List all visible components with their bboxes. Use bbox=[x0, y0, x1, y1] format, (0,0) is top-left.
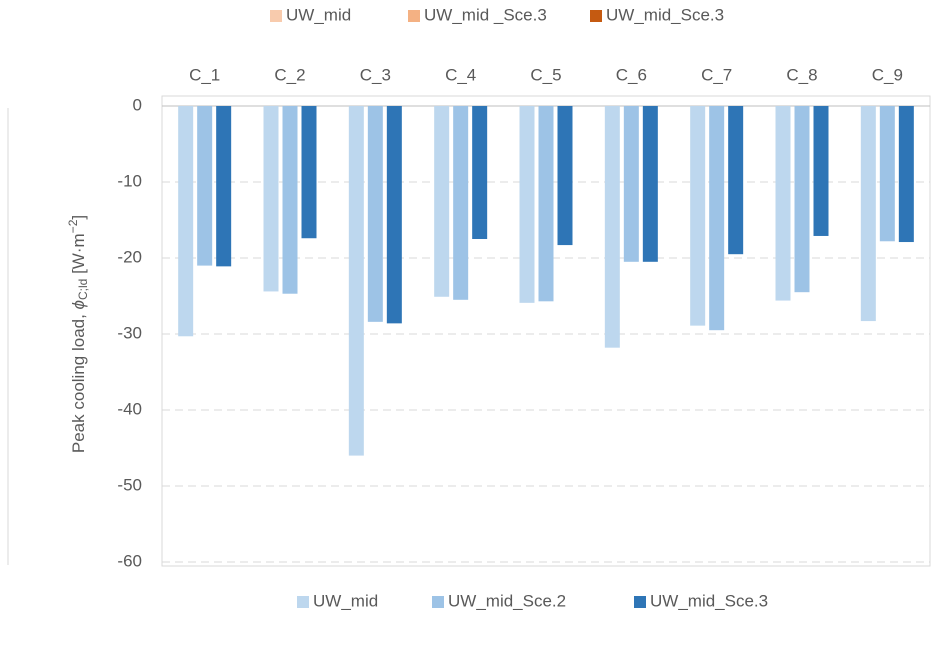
bar bbox=[197, 106, 213, 266]
plot-frame bbox=[161, 95, 931, 567]
legend-label: UW_mid bbox=[313, 591, 378, 610]
y-axis-label: Peak cooling load, ϕC;ld [W·m−2] bbox=[66, 215, 90, 453]
y-tick-label: -20 bbox=[117, 247, 142, 266]
x-tick-label: C_2 bbox=[274, 65, 305, 84]
x-tick-label: C_5 bbox=[530, 65, 561, 84]
bar bbox=[434, 106, 450, 297]
legend-swatch bbox=[590, 10, 602, 22]
bar bbox=[879, 106, 895, 242]
bar bbox=[860, 106, 876, 322]
bar bbox=[178, 106, 194, 337]
bar bbox=[898, 106, 914, 243]
legend-swatch bbox=[408, 10, 420, 22]
bar bbox=[604, 106, 620, 348]
bar bbox=[728, 106, 744, 255]
y-tick-label: -40 bbox=[117, 399, 142, 418]
y-tick-label: -60 bbox=[117, 551, 142, 570]
y-tick-label: -30 bbox=[117, 323, 142, 342]
x-tick-label: C_4 bbox=[445, 65, 476, 84]
legend-label: UW_mid _Sce.3 bbox=[424, 5, 547, 24]
bar bbox=[519, 106, 535, 303]
legend-swatch bbox=[432, 596, 444, 608]
bar bbox=[642, 106, 658, 262]
bar bbox=[453, 106, 469, 300]
bar bbox=[386, 106, 402, 324]
y-tick-label: 0 bbox=[133, 95, 142, 114]
y-tick-label: -50 bbox=[117, 475, 142, 494]
bar bbox=[794, 106, 810, 293]
bar bbox=[623, 106, 639, 262]
x-tick-label: C_8 bbox=[786, 65, 817, 84]
y-tick-label: -10 bbox=[117, 171, 142, 190]
bar bbox=[348, 106, 364, 456]
legend-label: UW_mid bbox=[286, 5, 351, 24]
x-tick-label: C_9 bbox=[872, 65, 903, 84]
bar bbox=[557, 106, 573, 246]
x-tick-label: C_6 bbox=[616, 65, 647, 84]
x-tick-label: C_1 bbox=[189, 65, 220, 84]
legend-label: UW_mid_Sce.3 bbox=[650, 591, 768, 610]
bar bbox=[282, 106, 298, 294]
bar bbox=[367, 106, 383, 322]
bar bbox=[216, 106, 232, 267]
legend-swatch bbox=[634, 596, 646, 608]
bar bbox=[263, 106, 279, 292]
bar bbox=[690, 106, 706, 326]
bar bbox=[709, 106, 725, 331]
bar bbox=[472, 106, 488, 239]
bar bbox=[775, 106, 791, 301]
x-tick-label: C_3 bbox=[360, 65, 391, 84]
legend-label: UW_mid_Sce.2 bbox=[448, 591, 566, 610]
bar bbox=[538, 106, 554, 302]
legend-label: UW_mid_Sce.3 bbox=[606, 5, 724, 24]
bar bbox=[301, 106, 317, 239]
bar bbox=[813, 106, 829, 236]
legend-swatch bbox=[270, 10, 282, 22]
x-tick-label: C_7 bbox=[701, 65, 732, 84]
legend-swatch bbox=[297, 596, 309, 608]
